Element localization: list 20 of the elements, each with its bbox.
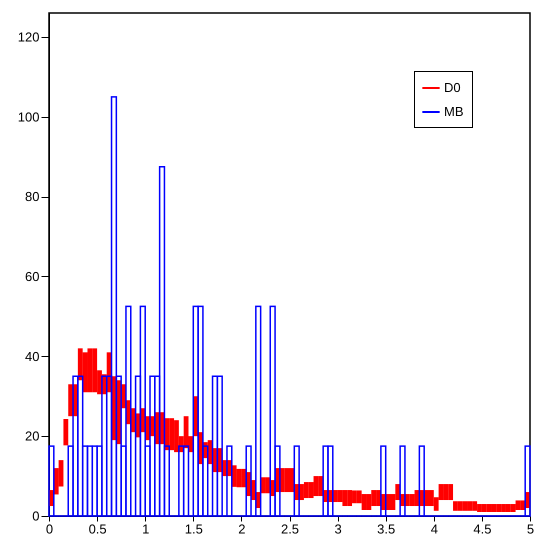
y-tick-label: 0	[32, 508, 40, 524]
legend-label: D0	[444, 80, 461, 95]
x-tick-label: 2.5	[280, 522, 300, 536]
x-tick-label: 1	[142, 522, 150, 536]
y-tick-label: 120	[18, 29, 40, 44]
y-tick-label: 100	[18, 109, 40, 124]
y-tick-label: 80	[25, 189, 40, 204]
x-tick-label: 4	[430, 522, 438, 536]
x-tick-label: 3	[334, 522, 342, 536]
x-tick-label: 2	[238, 522, 246, 536]
x-tick-label: 0	[46, 522, 54, 536]
y-tick-label: 60	[25, 268, 40, 284]
x-tick-label: 3.5	[377, 522, 396, 536]
x-tick-label: 1.5	[184, 522, 203, 536]
x-tick-label: 5	[526, 522, 534, 536]
y-tick-label: 20	[25, 428, 40, 444]
legend-label: MB	[444, 104, 464, 119]
x-tick-label: 4.5	[473, 522, 492, 536]
y-tick-label: 40	[25, 348, 40, 364]
x-tick-label: 0.5	[88, 522, 107, 536]
